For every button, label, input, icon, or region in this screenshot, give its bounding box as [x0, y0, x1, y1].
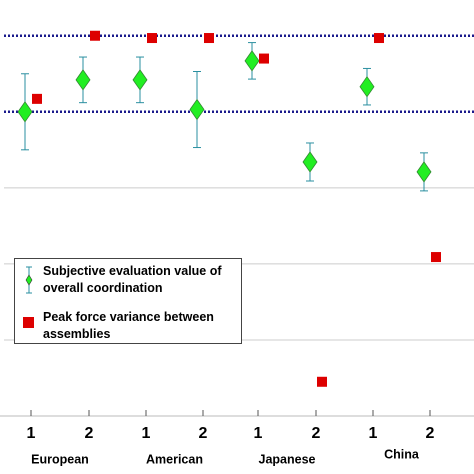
legend-label: Subjective evaluation value of overall c…: [43, 264, 222, 295]
square: [317, 376, 327, 387]
x-tick-label: 1: [142, 425, 151, 442]
x-tick-label: 2: [85, 425, 94, 442]
x-tick-label: 1: [254, 425, 263, 442]
legend: Subjective evaluation value of overall c…: [14, 258, 242, 344]
square: [147, 33, 157, 44]
x-tick-label: 2: [312, 425, 321, 442]
group-label: European: [31, 452, 89, 466]
diamond: [359, 76, 375, 98]
square: [90, 30, 100, 41]
legend-label: Peak force variance between assemblies: [43, 310, 214, 341]
square: [431, 252, 441, 263]
group-label: Japanese: [259, 452, 316, 466]
group-label: American: [146, 452, 203, 466]
x-tick-label: 1: [27, 425, 36, 442]
x-tick-label: 2: [199, 425, 208, 442]
legend-marker: [23, 317, 34, 328]
diamond: [75, 69, 91, 91]
legend-square: [23, 317, 34, 328]
x-tick-label: 2: [426, 425, 435, 442]
diamond: [244, 50, 260, 72]
diamond: [17, 101, 33, 123]
square: [204, 33, 214, 44]
square: [259, 53, 269, 64]
diamond: [132, 69, 148, 91]
square: [32, 93, 42, 104]
diamond: [416, 161, 432, 183]
x-tick-label: 1: [369, 425, 378, 442]
diamond: [189, 98, 205, 121]
diamond: [302, 151, 318, 173]
square: [374, 33, 384, 44]
group-label: China: [384, 447, 420, 461]
legend-marker: [25, 266, 33, 294]
legend-diamond: [25, 274, 33, 286]
